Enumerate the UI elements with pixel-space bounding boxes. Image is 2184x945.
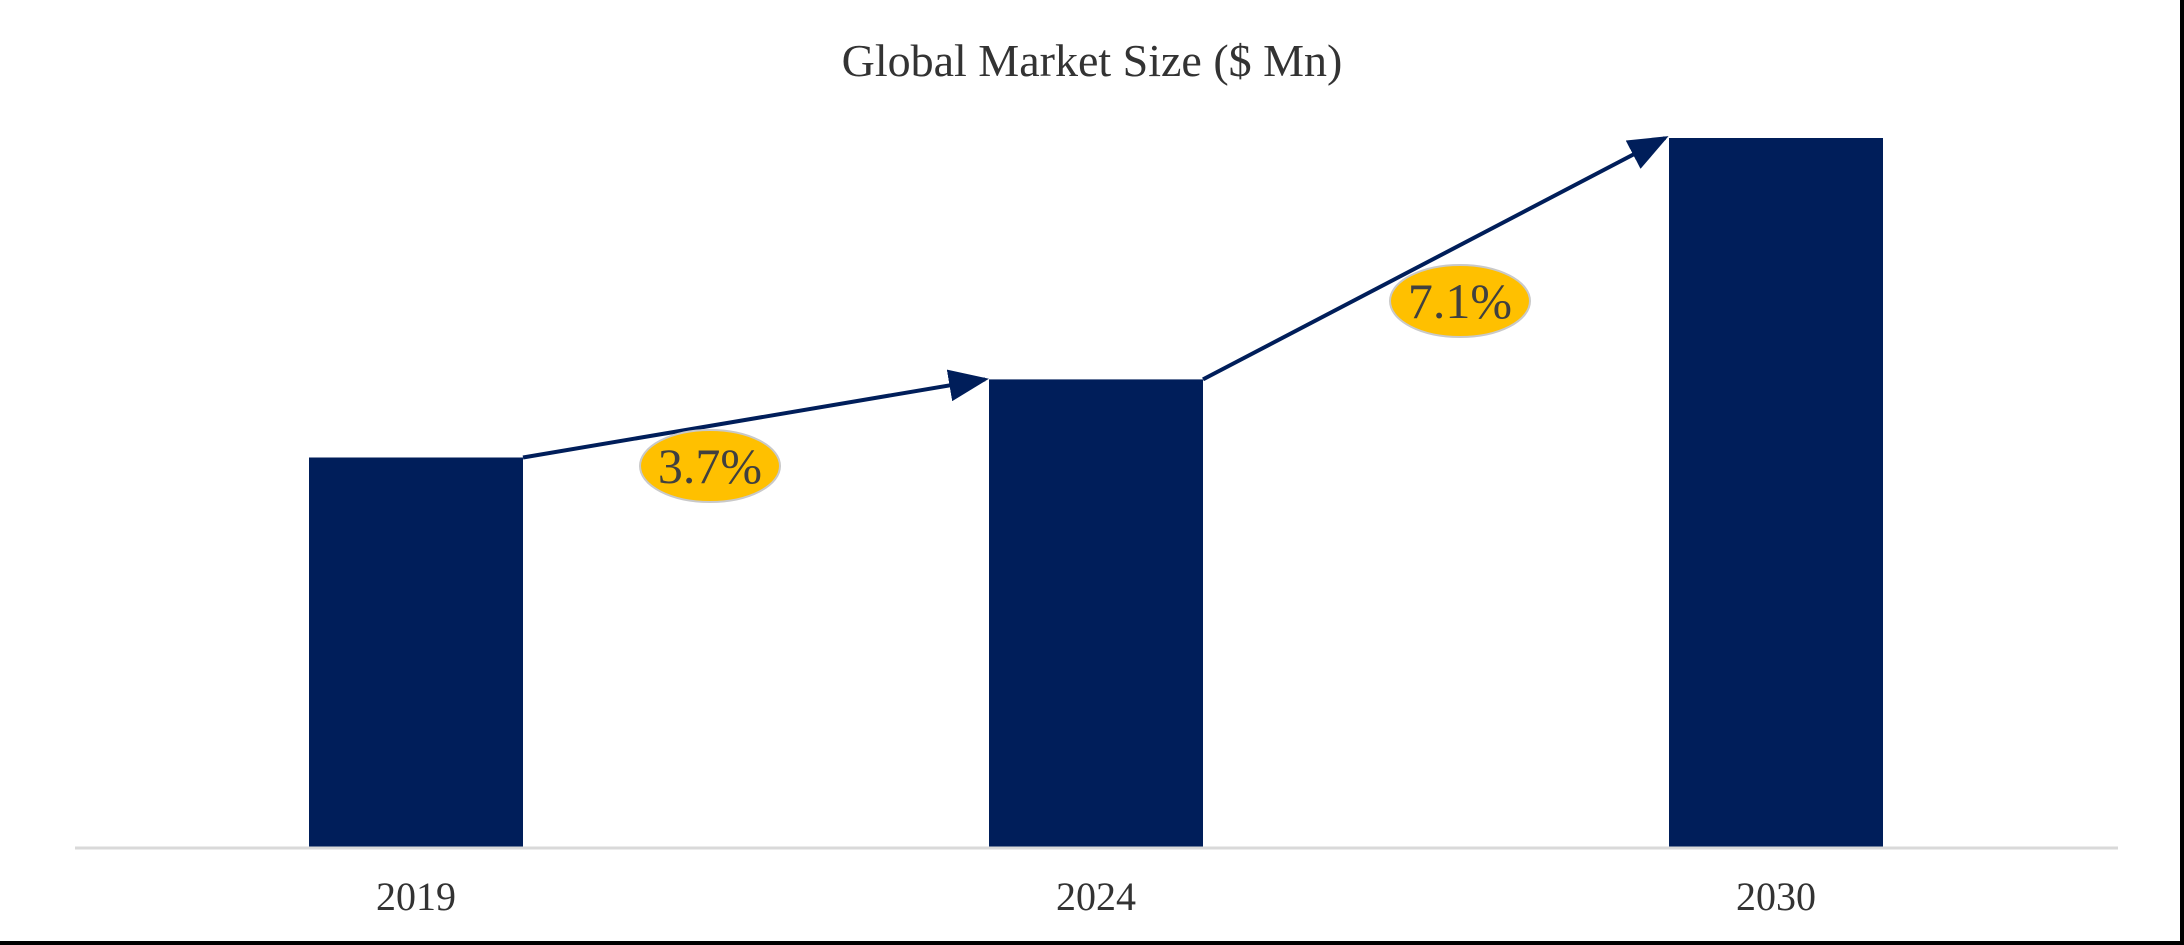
growth-annotations: 3.7% 7.1% — [522, 136, 1669, 503]
chart-title: Global Market Size ($ Mn) — [842, 35, 1343, 86]
x-tick-2024: 2024 — [1056, 874, 1136, 919]
growth-arrow-2024-2030 — [1202, 136, 1669, 382]
bars-layer — [309, 138, 1883, 848]
x-tick-2030: 2030 — [1736, 874, 1816, 919]
cagr-label: 7.1% — [1408, 273, 1512, 329]
x-tick-labels: 2019 2024 2030 — [376, 874, 1816, 919]
bar-2019 — [309, 457, 523, 848]
x-tick-2019: 2019 — [376, 874, 456, 919]
bar-2024 — [989, 379, 1203, 848]
bar-2030 — [1669, 138, 1883, 848]
growth-arrow-2019-2024 — [522, 369, 989, 460]
cagr-badge — [639, 429, 781, 503]
cagr-badge — [1389, 264, 1531, 338]
cagr-label: 3.7% — [658, 438, 762, 494]
